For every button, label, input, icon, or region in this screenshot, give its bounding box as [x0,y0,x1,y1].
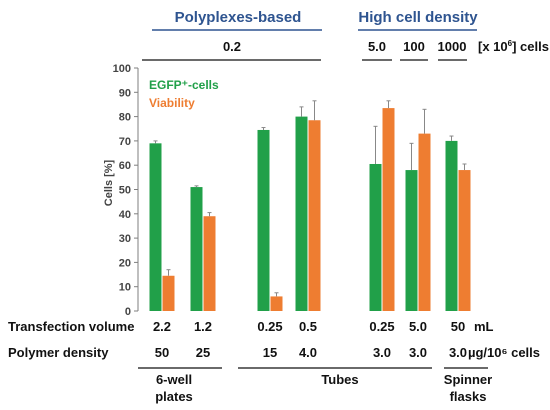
bar-series0-group2 [257,129,270,311]
y-tick-label-6: 60 [119,160,131,172]
bar-series1-group4 [382,108,395,311]
vessel-plates-line2: plates [155,389,193,404]
y-tick-label-7: 70 [119,136,131,148]
row0-value-0: 2.2 [153,319,171,334]
bar-series1-group2 [270,296,283,311]
cell-count-0: 0.2 [223,39,241,54]
vessel-plates-line1: 6-well [156,372,192,387]
vessel-flasks-line2: flasks [450,389,487,404]
row0-value-3: 0.5 [299,319,317,334]
row1-value-4: 3.0 [373,345,391,360]
bar-series0-group1 [190,187,203,311]
row1-value-2: 15 [263,345,277,360]
y-tick-label-9: 90 [119,87,131,99]
row-unit-polymer: µg/10⁶ cells [468,345,540,360]
bar-series1-group6 [458,170,471,311]
row0-value-2: 0.25 [257,319,282,334]
row-label-polymer: Polymer density [8,345,109,360]
row1-value-0: 50 [155,345,169,360]
bar-series1-group0 [162,275,175,311]
cell-count-3: 1000 [438,39,467,54]
y-axis-label: Cells [%] [103,159,115,206]
bar-series1-group3 [308,120,321,312]
bar-series1-group5 [418,133,431,311]
row-label-volume: Transfection volume [8,319,134,334]
cell-count-unit: [x 106] cells [478,39,549,54]
y-tick-label-2: 20 [119,257,131,269]
row-unit-volume: mL [474,319,494,334]
y-tick-label-8: 80 [119,112,131,124]
bar-series0-group4 [369,163,382,311]
bar-series0-group5 [405,170,418,311]
header-polyplexes: Polyplexes-based [175,9,302,26]
bar-series1-group1 [203,216,216,311]
bar-series0-group6 [445,140,458,311]
header-high-density: High cell density [358,9,478,26]
row0-value-6: 50 [451,319,465,334]
row0-value-4: 0.25 [369,319,394,334]
row0-value-5: 5.0 [409,319,427,334]
bar-series0-group3 [295,116,308,311]
vessel-flasks-line1: Spinner [444,372,492,387]
cell-count-2: 100 [403,39,425,54]
y-tick-label-4: 40 [119,209,131,221]
y-tick-label-0: 0 [125,306,131,318]
y-tick-label-5: 50 [119,185,131,197]
cell-count-1: 5.0 [368,39,386,54]
legend-viability: Viability [149,96,195,110]
bar-series0-group0 [149,143,162,311]
vessel-tubes: Tubes [321,372,358,387]
y-tick-label-3: 30 [119,233,131,245]
bars [149,100,471,312]
y-tick-label-10: 100 [113,63,131,75]
row0-value-1: 1.2 [194,319,212,334]
y-axis: 0 10 20 30 40 50 60 70 80 90 100 [113,63,139,318]
row1-value-1: 25 [196,345,210,360]
row1-value-3: 4.0 [299,345,317,360]
row1-value-5: 3.0 [409,345,427,360]
y-tick-label-1: 10 [119,282,131,294]
condition-table: 2.2 1.2 0.25 0.5 0.25 5.0 50 50 25 15 4.0 3.0 3.0 3.0 [153,319,467,360]
row1-value-6: 3.0 [449,345,467,360]
legend-egfp: EGFP⁺-cells [149,78,219,92]
